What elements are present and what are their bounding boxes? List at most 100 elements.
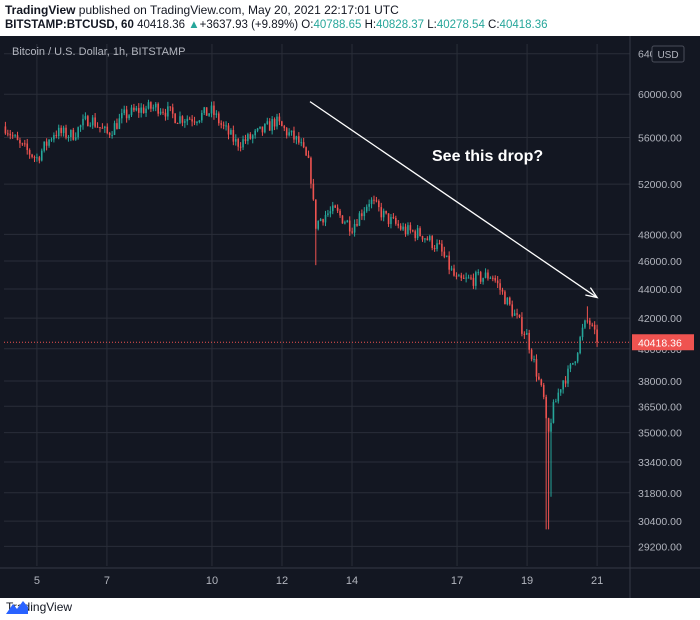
candle-body (300, 142, 303, 144)
candle-body (157, 103, 159, 114)
candle-body (567, 368, 569, 384)
candle-body (346, 220, 349, 223)
candle-body (28, 150, 31, 155)
candle-body (45, 141, 48, 146)
candle-body (477, 272, 480, 274)
y-tick-label: 56000.00 (638, 133, 682, 145)
candle-body (353, 223, 356, 233)
candle-body (407, 225, 409, 235)
candle-body (21, 143, 24, 145)
candle-body (203, 107, 206, 113)
candle-body (448, 255, 450, 270)
candle-body (494, 278, 497, 281)
candle-body (186, 118, 189, 122)
candle-body (467, 277, 470, 279)
candle-body (271, 119, 273, 131)
candle-body (285, 128, 288, 136)
candle-body (264, 123, 266, 133)
candle-body (324, 214, 327, 223)
candle-body (62, 127, 65, 134)
candle-body (341, 215, 344, 224)
candle-body (259, 126, 261, 129)
y-tick-label: 36500.00 (638, 401, 682, 413)
candle-body (356, 223, 358, 226)
candle-body (256, 128, 259, 131)
candle-body (552, 402, 555, 423)
candle-body (268, 121, 271, 131)
candle-body (361, 213, 363, 217)
candle-body (220, 123, 223, 125)
y-tick-label: 35000.00 (638, 428, 682, 440)
candle-body (205, 107, 208, 116)
candle-body (31, 154, 33, 157)
candle-body (244, 139, 247, 142)
candle-body (162, 111, 164, 113)
candle-body (322, 219, 324, 223)
candle-body (441, 243, 443, 252)
footer: TradingView (0, 598, 700, 620)
candle-body (215, 113, 218, 115)
candle-body (363, 211, 366, 217)
low-value: 40278.54 (436, 19, 485, 31)
candle-body (232, 130, 235, 142)
x-tick-label: 12 (276, 575, 288, 587)
candle-body (559, 389, 562, 393)
candle-body (222, 124, 225, 126)
candle-body (530, 349, 533, 360)
candle-body (152, 107, 155, 109)
candle-body (572, 362, 574, 365)
y-tick-label: 30400.00 (638, 516, 682, 528)
candle-body (501, 289, 504, 292)
candle-body (373, 199, 375, 201)
candle-body (179, 116, 181, 124)
x-tick-label: 10 (206, 575, 218, 587)
candle-body (307, 155, 310, 158)
candle-body (450, 268, 453, 270)
x-tick-label: 14 (346, 575, 358, 587)
candle-body (283, 126, 286, 129)
candle-body (453, 268, 455, 276)
candle-body (247, 134, 249, 142)
candle-body (508, 297, 511, 305)
candle-body (455, 275, 458, 277)
candle-body (137, 108, 140, 113)
candle-body (426, 238, 429, 241)
candle-body (465, 277, 467, 279)
candle-body (288, 132, 290, 136)
candle-body (293, 130, 295, 140)
y-tick-label: 52000.00 (638, 179, 682, 191)
high-label: H: (364, 19, 377, 31)
candle-body (79, 125, 82, 128)
candle-body (33, 156, 36, 158)
candle-body (378, 200, 380, 208)
candle-body (547, 418, 550, 432)
candle-body (106, 126, 109, 133)
chart-area[interactable]: See this drop? Bitcoin / U.S. Dollar, 1h,… (0, 36, 700, 598)
candle-body (84, 116, 87, 119)
candle-body (60, 127, 62, 134)
candle-body (176, 123, 179, 125)
candle-body (96, 126, 99, 128)
candle-body (414, 231, 417, 239)
open-label: O: (301, 19, 314, 31)
candle-body (443, 251, 446, 257)
candle-body (82, 118, 84, 126)
candle-body (523, 333, 526, 335)
x-tick-label: 21 (591, 575, 603, 587)
candle-body (230, 130, 232, 135)
x-tick-label: 5 (34, 575, 40, 587)
candle-body (242, 139, 244, 148)
candle-body (385, 210, 387, 214)
candle-body (402, 226, 404, 230)
candle-body (312, 183, 315, 200)
candle-body (370, 199, 373, 204)
candlestick-chart[interactable]: See this drop? Bitcoin / U.S. Dollar, 1h,… (0, 36, 700, 598)
candle-body (489, 277, 492, 279)
candle-body (331, 205, 334, 212)
candle-body (55, 135, 58, 137)
candle-body (557, 392, 560, 402)
candle-body (484, 272, 487, 278)
candle-body (593, 324, 596, 330)
candle-body (576, 353, 579, 362)
candle-body (123, 109, 126, 114)
